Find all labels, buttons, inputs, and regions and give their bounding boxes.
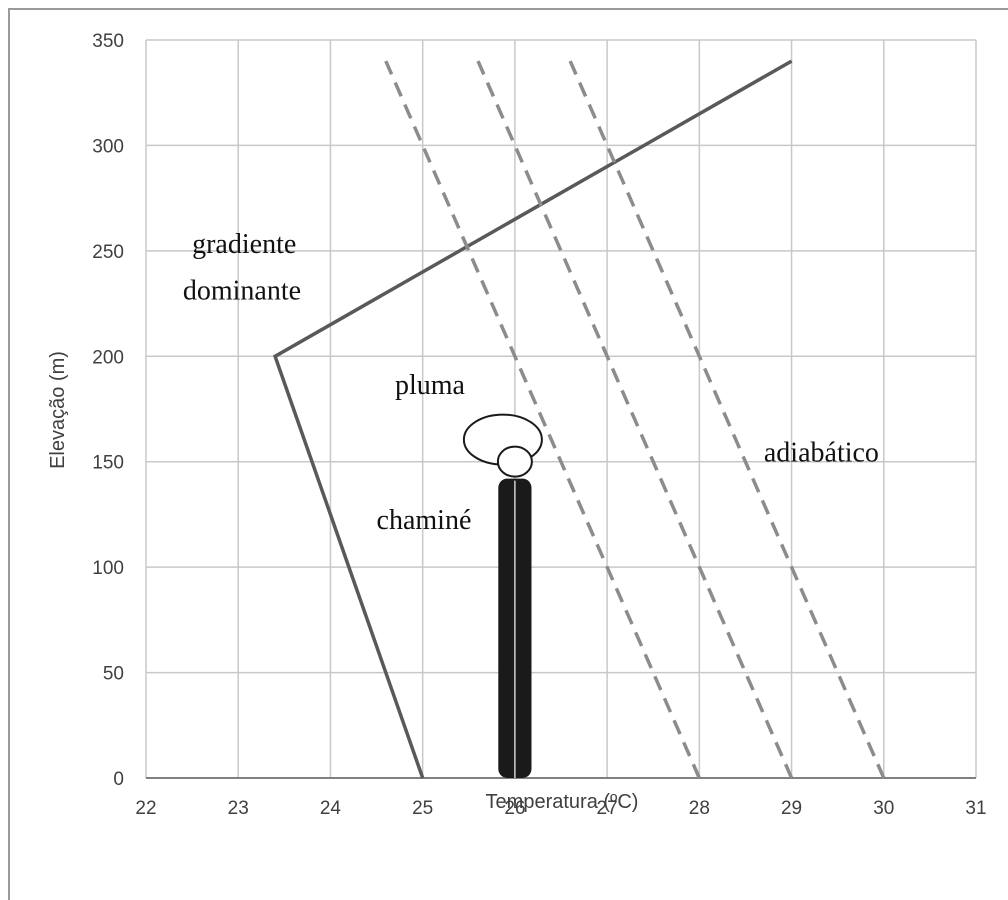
- adiabatic-dashed-line: [476, 60, 794, 779]
- y-tick-label: 50: [103, 664, 124, 685]
- y-tick-label: 100: [92, 558, 124, 579]
- y-tick-label: 350: [92, 31, 124, 52]
- annotations: gradiente dominante pluma chaminé adiabático: [183, 229, 879, 536]
- y-tick-label: 250: [92, 242, 124, 263]
- x-tick-label: 23: [228, 798, 249, 819]
- x-tick-label: 29: [781, 798, 802, 819]
- y-tick-label: 0: [113, 769, 124, 790]
- y-tick-label: 150: [92, 453, 124, 474]
- x-tick-label: 24: [320, 798, 342, 819]
- x-tick-label: 28: [689, 798, 710, 819]
- x-tick-label: 30: [873, 798, 894, 819]
- chimney-stack: [462, 413, 543, 778]
- annotation-label: pluma: [395, 370, 466, 401]
- annotation-label: chaminé: [377, 505, 472, 536]
- chart-frame: [8, 8, 1008, 900]
- x-tick-label: 25: [412, 798, 433, 819]
- grid: [145, 39, 977, 779]
- annotation-label: adiabático: [764, 438, 879, 469]
- x-axis-title: Temperatura (ºC): [486, 791, 639, 813]
- y-axis-title: Elevação (m): [47, 351, 69, 469]
- x-tick-label: 26: [504, 798, 525, 819]
- x-tick-label: 22: [135, 798, 156, 819]
- x-tick-label: 27: [597, 798, 618, 819]
- adiabatic-dashed-line: [568, 60, 886, 779]
- x-tick-label: 31: [965, 798, 986, 819]
- tick-labels: 22 23 24 25 26 27 28 29 30 31 0 50 100 150 200 250 300 35…: [92, 31, 986, 819]
- y-tick-label: 200: [92, 347, 124, 368]
- series-group: [272, 59, 886, 779]
- adiabatic-dashed-line: [384, 60, 701, 779]
- y-tick-label: 300: [92, 136, 124, 157]
- prevailing-gradient-line: [272, 59, 793, 779]
- annotation-label: dominante: [183, 275, 301, 306]
- annotation-label: gradiente: [192, 229, 296, 260]
- plume-cloud-small: [496, 445, 533, 478]
